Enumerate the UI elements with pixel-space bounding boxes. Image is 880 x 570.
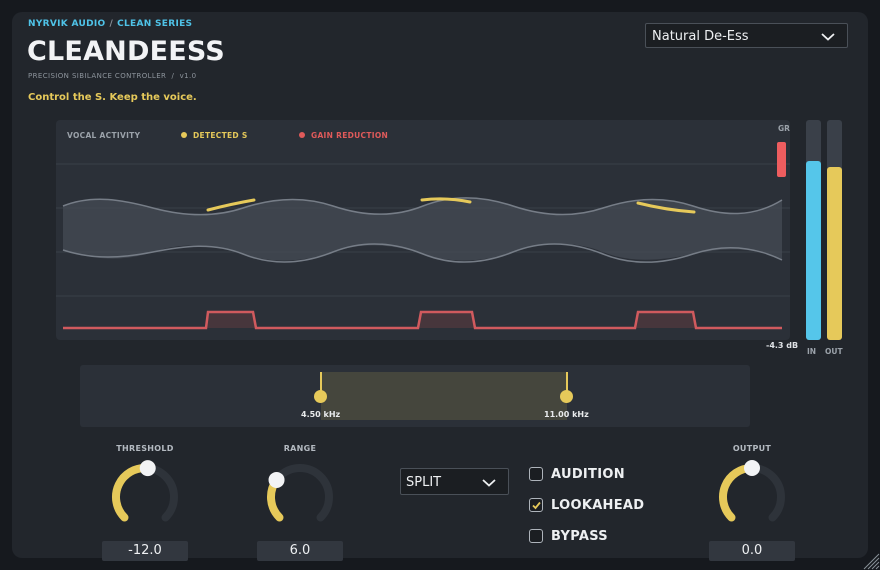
gain-reduction-trace [63,310,782,330]
audition-checkbox[interactable] [529,467,543,481]
gr-meter [777,142,786,338]
breadcrumb-separator: / [109,19,114,29]
mode-value: SPLIT [406,475,442,490]
legend-vocal-activity: VOCAL ACTIVITY [67,131,141,140]
range-knob[interactable] [262,459,338,535]
high-band-line [566,372,568,402]
threshold-label: THRESHOLD [116,444,174,453]
waveform-graph [56,163,790,330]
mode-dropdown[interactable]: SPLIT [400,468,509,495]
vocal-activity-area [63,197,782,261]
tagline: Control the S. Keep the voice. [28,92,197,103]
frequency-band-selector [80,365,750,427]
lookahead-label[interactable]: LOOKAHEAD [551,498,645,513]
low-band-line [320,372,322,402]
output-meter [827,120,842,340]
range-label: RANGE [283,444,317,453]
output-value[interactable]: 0.0 [709,541,795,561]
legend-detected-dot [181,132,187,138]
input-meter-label: IN [807,347,817,356]
chevron-down-icon [821,33,835,41]
brand-name: NYRVIK AUDIO [28,19,106,29]
gr-meter-fill [777,142,786,178]
legend-gr-dot [299,132,305,138]
range-value[interactable]: 6.0 [257,541,343,561]
threshold-value[interactable]: -12.0 [102,541,188,561]
sibilance-display [56,120,790,340]
checkmark-icon [531,501,541,509]
high-band-handle[interactable] [560,390,573,403]
output-meter-label: OUT [825,347,843,356]
bypass-label[interactable]: BYPASS [551,529,608,544]
chevron-down-icon [482,479,496,487]
detected-s-segment [420,197,472,204]
input-meter [806,120,821,340]
preset-dropdown[interactable]: Natural De-Ess [645,23,848,48]
breadcrumb: NYRVIK AUDIO / CLEAN SERIES [28,19,192,29]
bypass-checkbox[interactable] [529,529,543,543]
band-selection-region[interactable] [321,372,567,420]
output-label: OUTPUT [732,444,772,453]
lookahead-checkbox[interactable] [529,498,543,512]
preset-value: Natural De-Ess [652,29,749,44]
plugin-title: CLEANDEESS [27,36,225,67]
detected-s-segment [206,198,256,212]
low-band-handle[interactable] [314,390,327,403]
legend-detected-s: DETECTED S [193,131,248,140]
gr-value: -4.3 dB [766,341,799,350]
audition-label[interactable]: AUDITION [551,467,625,482]
plugin-subtitle: PRECISION SIBILANCE CONTROLLER / v1.0 [28,72,197,80]
output-meter-fill [827,167,842,340]
gr-meter-label: GR [778,124,790,133]
low-band-frequency: 4.50 kHz [301,410,341,419]
detected-s-segment [636,201,696,214]
input-meter-fill [806,160,821,340]
resize-grip-icon[interactable] [860,550,880,570]
high-band-frequency: 11.00 kHz [544,410,589,419]
output-knob[interactable] [714,459,790,535]
threshold-knob[interactable] [107,459,183,535]
legend-gain-reduction: GAIN REDUCTION [311,131,389,140]
series-name: CLEAN SERIES [117,19,193,29]
